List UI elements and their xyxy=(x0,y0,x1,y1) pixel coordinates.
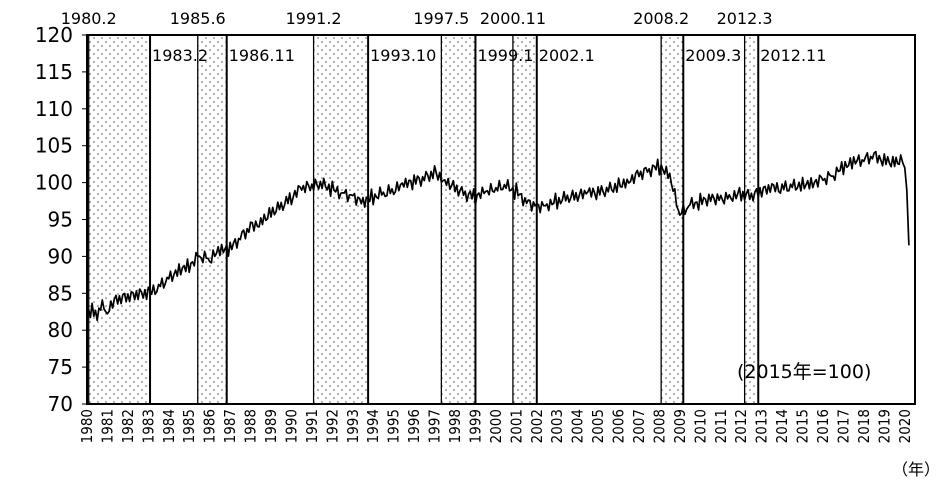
x-tick-label: 2003 xyxy=(548,409,566,443)
base-year-note: (2015年=100) xyxy=(737,361,871,383)
x-tick-label: 1993 xyxy=(344,409,362,443)
x-tick-label: 2013 xyxy=(753,409,771,443)
band-end-label: 2002.1 xyxy=(539,46,595,65)
recession-band xyxy=(313,35,369,404)
x-tick-label: 1980 xyxy=(78,409,96,443)
x-tick-label: 1985 xyxy=(180,409,198,443)
x-tick-label: 1989 xyxy=(262,409,280,443)
recession-band xyxy=(744,35,759,404)
band-start-label: 2000.11 xyxy=(480,9,546,28)
x-tick-label: 1991 xyxy=(303,409,321,443)
band-start-label: 1980.2 xyxy=(61,9,117,28)
x-tick-label: 2011 xyxy=(712,409,730,443)
recession-band xyxy=(661,35,684,404)
x-tick-label: 1988 xyxy=(242,409,260,443)
x-tick-label: 1999 xyxy=(466,409,484,443)
band-end-label: 1993.10 xyxy=(370,46,436,65)
x-tick-label: 2019 xyxy=(875,409,893,443)
band-boundaries xyxy=(88,35,760,404)
y-tick-label: 95 xyxy=(48,208,73,232)
x-tick-label: 2002 xyxy=(528,409,546,443)
series-line xyxy=(86,150,910,322)
x-tick-label: 1995 xyxy=(385,409,403,443)
x-tick-label: 1983 xyxy=(139,409,157,443)
band-end-label: 1983.2 xyxy=(152,46,208,65)
x-tick-label: 1997 xyxy=(426,409,444,443)
x-tick-label: 2016 xyxy=(814,409,832,443)
band-end-label: 1986.11 xyxy=(229,46,295,65)
x-tick-label: 1990 xyxy=(282,409,300,443)
x-tick-labels: 1980 1981 1982 1983 1984 1985 1986 1987 1988 1989… xyxy=(78,409,914,443)
y-tick-label: 115 xyxy=(35,60,73,84)
x-tick-label: 2014 xyxy=(773,409,791,443)
x-tick-label: 1986 xyxy=(201,409,219,443)
x-tick-label: 1994 xyxy=(364,409,382,443)
y-tick-label: 120 xyxy=(35,23,73,47)
band-end-label: 2012.11 xyxy=(760,46,826,65)
x-tick-label: 2006 xyxy=(610,409,628,443)
band-start-label: 1997.5 xyxy=(413,9,469,28)
band-start-label: 2012.3 xyxy=(717,9,773,28)
x-tick-label: 2009 xyxy=(671,409,689,443)
band-start-label: 1985.6 xyxy=(170,9,226,28)
y-tick-label: 85 xyxy=(48,281,73,305)
x-tick-label: 2015 xyxy=(794,409,812,443)
recession-band xyxy=(197,35,227,404)
recession-band xyxy=(441,35,476,404)
recession-band xyxy=(88,35,151,404)
x-tick-label: 2000 xyxy=(487,409,505,443)
band-start-label: 2008.2 xyxy=(633,9,689,28)
x-tick-label: 1998 xyxy=(446,409,464,443)
x-tick-label: 1987 xyxy=(221,409,239,443)
y-tick-label: 110 xyxy=(35,97,73,121)
x-tick-label: 2020 xyxy=(896,409,914,443)
band-start-label: 1991.2 xyxy=(286,9,342,28)
x-tick-label: 1982 xyxy=(119,409,137,443)
x-tick-label: 1996 xyxy=(405,409,423,443)
y-tick-label: 105 xyxy=(35,134,73,158)
y-tick-marks xyxy=(82,34,87,405)
x-tick-label: 2017 xyxy=(834,409,852,443)
x-tick-label: 1984 xyxy=(160,409,178,443)
x-tick-label: 2010 xyxy=(691,409,709,443)
recession-bands xyxy=(88,35,759,404)
x-tick-label: 2005 xyxy=(589,409,607,443)
band-end-label: 1999.1 xyxy=(477,46,533,65)
recession-band xyxy=(512,35,537,404)
x-unit-label: （年） xyxy=(892,460,940,479)
x-tick-label: 2008 xyxy=(650,409,668,443)
x-tick-label: 2018 xyxy=(855,409,873,443)
x-tick-label: 2007 xyxy=(630,409,648,443)
y-tick-label: 100 xyxy=(35,171,73,195)
x-tick-label: 2004 xyxy=(569,409,587,443)
band-end-label: 2009.3 xyxy=(685,46,741,65)
y-tick-label: 90 xyxy=(48,244,73,268)
y-tick-label: 70 xyxy=(48,392,73,416)
x-tick-label: 2001 xyxy=(507,409,525,443)
y-tick-label: 75 xyxy=(48,355,73,379)
x-tick-label: 1992 xyxy=(323,409,341,443)
y-tick-labels: 120 115 110 105 100 95 90 85 80 75 70 xyxy=(35,23,73,416)
x-tick-label: 1981 xyxy=(98,409,116,443)
x-tick-label: 2012 xyxy=(732,409,750,443)
y-tick-label: 80 xyxy=(48,318,73,342)
